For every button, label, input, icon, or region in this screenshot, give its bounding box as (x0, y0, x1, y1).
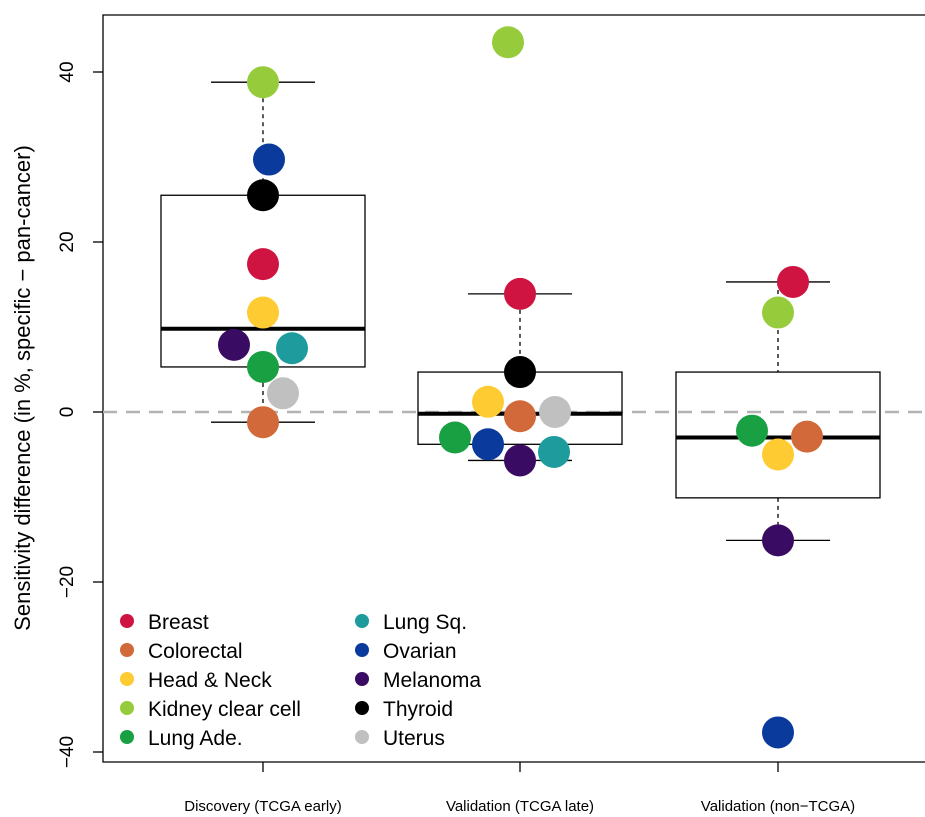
y-axis-label: Sensitivity difference (in %, specific −… (10, 145, 35, 631)
data-points (218, 26, 823, 749)
point-lung-ade (736, 414, 768, 447)
legend-label: Kidney clear cell (148, 698, 301, 721)
point-colorectal (791, 420, 823, 453)
legend-item-uterus: Uterus (355, 727, 445, 750)
legend-marker (355, 643, 369, 657)
point-breast (504, 277, 536, 310)
box-iqr (675, 371, 881, 499)
legend-marker (355, 730, 369, 744)
box-3 (675, 281, 881, 541)
legend-label: Ovarian (383, 640, 457, 663)
point-melanoma (762, 524, 794, 557)
legend-label: Melanoma (383, 669, 481, 692)
legend-label: Lung Sq. (383, 611, 467, 634)
legend-item-colorectal: Colorectal (120, 640, 243, 663)
legend-item-lung-sq: Lung Sq. (355, 611, 467, 634)
point-head-neck (472, 385, 504, 418)
point-colorectal (504, 400, 536, 433)
x-tick-label: Validation (non−TCGA) (701, 798, 855, 815)
point-thyroid (247, 179, 279, 212)
point-lung-sq (538, 435, 570, 468)
legend-item-thyroid: Thyroid (355, 698, 453, 721)
legend-marker (120, 672, 134, 686)
legend-marker (120, 730, 134, 744)
y-tick-label: 0 (57, 407, 78, 418)
point-breast (777, 265, 809, 298)
point-head-neck (762, 438, 794, 471)
legend-label: Lung Ade. (148, 727, 243, 750)
legend-label: Colorectal (148, 640, 243, 663)
legend-marker (120, 701, 134, 715)
legend-item-melanoma: Melanoma (355, 669, 481, 692)
point-melanoma (504, 444, 536, 477)
legend-item-ovarian: Ovarian (355, 640, 457, 663)
legend: Breast Colorectal Head & Neck Kidney clear … (120, 611, 481, 750)
legend-item-head-neck: Head & Neck (120, 669, 272, 692)
legend-marker (355, 672, 369, 686)
box-iqr (160, 194, 366, 368)
point-lung-ade (247, 350, 279, 383)
y-tick-label: −20 (57, 566, 78, 598)
legend-marker (355, 614, 369, 628)
legend-label: Head & Neck (148, 669, 272, 692)
y-tick-label: 40 (57, 61, 78, 82)
point-kidney-clear-cell (247, 66, 279, 99)
y-tick-label: 20 (57, 231, 78, 252)
point-uterus (267, 377, 299, 410)
point-lung-sq (276, 332, 308, 365)
legend-label: Uterus (383, 727, 445, 750)
point-ovarian (253, 143, 285, 176)
point-kidney-clear-cell (492, 26, 524, 59)
legend-marker (120, 614, 134, 628)
legend-item-breast: Breast (120, 611, 209, 634)
legend-label: Breast (148, 611, 209, 634)
point-uterus (539, 396, 571, 428)
point-ovarian (762, 716, 794, 749)
point-lung-ade (439, 421, 471, 454)
point-kidney-clear-cell (762, 296, 794, 329)
legend-item-lung-ade: Lung Ade. (120, 727, 243, 750)
x-tick-label: Validation (TCGA late) (446, 798, 594, 815)
point-thyroid (504, 356, 536, 389)
legend-marker (120, 643, 134, 657)
point-breast (247, 248, 279, 281)
plot-frame (102, 14, 925, 763)
legend-label: Thyroid (383, 698, 453, 721)
y-tick-label: −40 (57, 736, 78, 768)
point-ovarian (472, 428, 504, 461)
plot-area: −40 −20 0 20 40 Discovery (TCGA early) Validat… (57, 14, 925, 815)
legend-item-kidney-clear-cell: Kidney clear cell (120, 698, 301, 721)
x-tick-label: Discovery (TCGA early) (184, 798, 342, 815)
point-head-neck (247, 296, 279, 329)
point-melanoma (218, 328, 250, 361)
legend-marker (355, 701, 369, 715)
point-colorectal (247, 406, 279, 439)
